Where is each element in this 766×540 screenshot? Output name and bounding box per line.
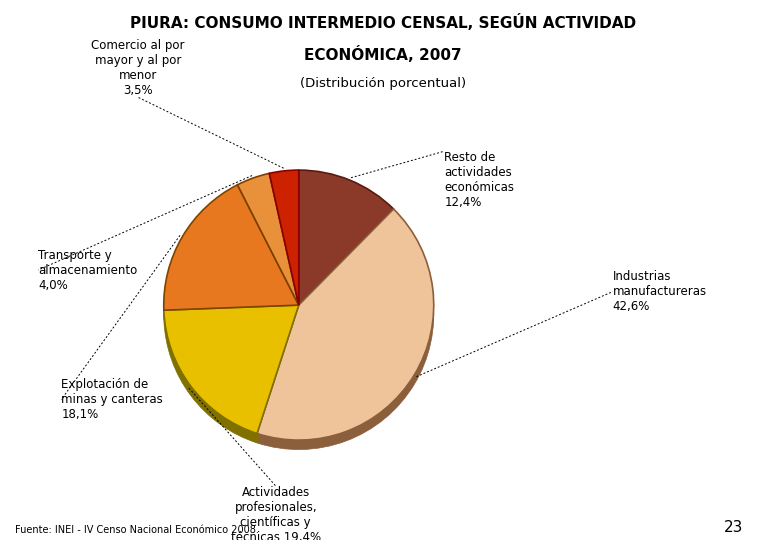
Wedge shape [257, 219, 434, 449]
Wedge shape [164, 185, 299, 310]
Wedge shape [299, 170, 394, 305]
Text: ECONÓMICA, 2007: ECONÓMICA, 2007 [304, 46, 462, 63]
Text: Transporte y
almacenamiento
4,0%: Transporte y almacenamiento 4,0% [38, 248, 138, 292]
Text: Explotación de
minas y canteras
18,1%: Explotación de minas y canteras 18,1% [61, 378, 163, 421]
Text: Fuente: INEI - IV Censo Nacional Económico 2008.: Fuente: INEI - IV Censo Nacional Económi… [15, 524, 259, 535]
Text: Industrias
manufactureras
42,6%: Industrias manufactureras 42,6% [613, 270, 707, 313]
Text: (Distribución porcentual): (Distribución porcentual) [300, 77, 466, 90]
Wedge shape [237, 173, 299, 305]
Wedge shape [164, 314, 299, 443]
Wedge shape [270, 179, 299, 314]
Wedge shape [257, 209, 434, 440]
Text: PIURA: CONSUMO INTERMEDIO CENSAL, SEGÚN ACTIVIDAD: PIURA: CONSUMO INTERMEDIO CENSAL, SEGÚN … [130, 14, 636, 30]
Text: Actividades
profesionales,
científicas y
técnicas 19,4%: Actividades profesionales, científicas y… [231, 486, 321, 540]
Wedge shape [164, 305, 299, 434]
Text: Resto de
actividades
económicas
12,4%: Resto de actividades económicas 12,4% [444, 151, 514, 209]
Text: 23: 23 [724, 519, 743, 535]
Text: Comercio al por
mayor y al por
menor
3,5%: Comercio al por mayor y al por menor 3,5… [91, 39, 185, 97]
Wedge shape [237, 183, 299, 314]
Wedge shape [270, 170, 299, 305]
Wedge shape [299, 179, 394, 314]
Wedge shape [164, 194, 299, 320]
